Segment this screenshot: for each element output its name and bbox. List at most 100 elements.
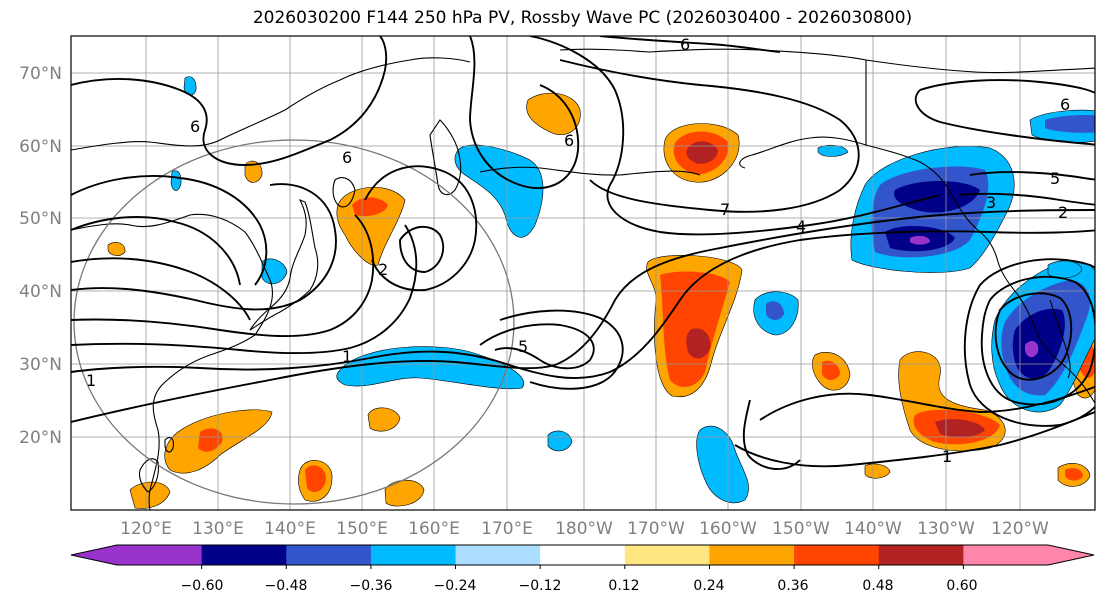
coastline-japan — [332, 177, 356, 208]
longitude-label: 120°W — [991, 519, 1049, 539]
colorbar — [70, 544, 1095, 569]
contour-label: 6 — [1060, 95, 1070, 114]
coastline-north-america — [1049, 299, 1071, 379]
positive-anomaly-blob — [935, 419, 985, 438]
longitude-label: 150°E — [336, 519, 388, 539]
colorbar-segment — [455, 545, 541, 565]
negative-anomaly-blob — [817, 144, 849, 157]
positive-anomaly-blob — [198, 428, 223, 452]
positive-anomaly-blob — [129, 481, 171, 509]
contour-line — [364, 165, 478, 292]
colorbar-outline — [70, 544, 1095, 566]
positive-anomaly-blob — [864, 463, 891, 479]
negative-anomaly-blob — [1045, 115, 1095, 133]
longitude-label: 160°W — [699, 519, 757, 539]
contour-line — [499, 309, 624, 390]
contour-labels: 6 6 6 7 4 5 3 2 6 6 5 2 1 1 1 — [86, 35, 1070, 466]
map-frame — [70, 35, 1096, 511]
contour-line — [71, 216, 241, 286]
colorbar-segment — [963, 545, 1049, 565]
latitude-label: 70°N — [19, 64, 62, 84]
coastline-islands — [138, 437, 174, 493]
contour-line — [980, 275, 1095, 406]
contour-label: 1 — [342, 347, 352, 366]
contour-label: 6 — [342, 148, 352, 167]
positive-anomaly-blob — [107, 242, 126, 256]
contour-line — [71, 229, 1095, 379]
negative-anomaly-blob — [170, 170, 182, 191]
colorbar-tick-label: 0.12 — [608, 578, 639, 594]
great-circle-ring — [73, 139, 515, 505]
contour-line — [399, 225, 445, 273]
longitude-label: 120°E — [120, 519, 172, 539]
contour-line — [959, 192, 1095, 206]
contour-label: 2 — [1058, 203, 1068, 222]
colorbar-tick-label: 0.60 — [946, 578, 977, 594]
contour-line — [969, 171, 1095, 181]
positive-anomaly-blob — [305, 465, 326, 493]
colorbar-segment — [286, 545, 372, 565]
contour-line — [559, 59, 860, 213]
negative-anomaly-blob — [894, 181, 980, 213]
positive-anomaly-blob — [367, 407, 401, 432]
contour-line — [994, 292, 1073, 381]
contour-label: 1 — [86, 371, 96, 390]
longitude-label: 180°W — [555, 519, 613, 539]
contour-line — [71, 214, 375, 338]
coastline-kamchatka — [429, 119, 462, 196]
coastline-north-america — [865, 59, 1095, 404]
colorbar-tick-label: −0.60 — [181, 578, 224, 594]
height-contours — [71, 36, 1095, 470]
contour-label: 2 — [378, 260, 388, 279]
coastline-aleutians — [479, 166, 701, 176]
contour-label: 6 — [680, 35, 690, 54]
colorbar-segment — [878, 545, 964, 565]
latitude-axis: 70°N 60°N 50°N 40°N 30°N 20°N — [19, 64, 62, 448]
coastline-japan — [249, 198, 319, 331]
longitude-label: 170°E — [481, 519, 533, 539]
latitude-label: 40°N — [19, 282, 62, 302]
contour-line — [479, 323, 595, 370]
negative-anomaly-blob — [766, 301, 784, 320]
contour-line — [734, 410, 1095, 468]
colorbar-tick-label: −0.24 — [434, 578, 477, 594]
colorbar-segment — [624, 545, 710, 565]
contour-label: 5 — [1050, 169, 1060, 188]
colorbar-tick-label: 0.36 — [777, 578, 808, 594]
colorbar-segment — [117, 545, 203, 565]
negative-anomaly-blob — [1012, 308, 1065, 379]
longitude-label: 130°W — [917, 519, 975, 539]
contour-label: 6 — [190, 117, 200, 136]
coastline-asia — [71, 57, 471, 151]
contour-line — [599, 36, 781, 53]
longitude-label: 160°E — [408, 519, 460, 539]
colorbar-tick-label: −0.12 — [519, 578, 562, 594]
contour-line — [914, 79, 1095, 146]
latitude-label: 60°N — [19, 137, 62, 157]
negative-anomaly-blob — [547, 430, 573, 452]
contour-line — [71, 224, 418, 355]
negative-anomaly-blob — [910, 235, 930, 245]
longitude-axis: 120°E 130°E 140°E 150°E 160°E 170°E 180°… — [120, 519, 1049, 539]
contour-line — [71, 183, 337, 311]
positive-anomaly-blob — [384, 479, 425, 507]
contour-line — [469, 36, 580, 190]
colorbar-extend-low — [71, 545, 117, 565]
colorbar-tick-label: 0.48 — [862, 578, 893, 594]
contour-label: 1 — [942, 447, 952, 466]
positive-anomaly-blob — [686, 328, 711, 359]
colorbar-extend-high — [1048, 545, 1094, 565]
negative-anomaly-blob — [454, 144, 544, 238]
longitude-label: 140°W — [844, 519, 902, 539]
contour-line — [742, 399, 801, 470]
figure-title: 2026030200 F144 250 hPa PV, Rossby Wave … — [252, 8, 913, 28]
longitude-label: 170°W — [627, 519, 685, 539]
contour-label: 5 — [518, 337, 528, 356]
contour-line — [759, 385, 1095, 421]
longitude-label: 130°E — [192, 519, 244, 539]
colorbar-segment — [201, 545, 287, 565]
colorbar-ticks: −0.60 −0.48 −0.36 −0.24 −0.12 0.12 0.24 … — [181, 578, 978, 594]
colorbar-segment — [370, 545, 457, 565]
